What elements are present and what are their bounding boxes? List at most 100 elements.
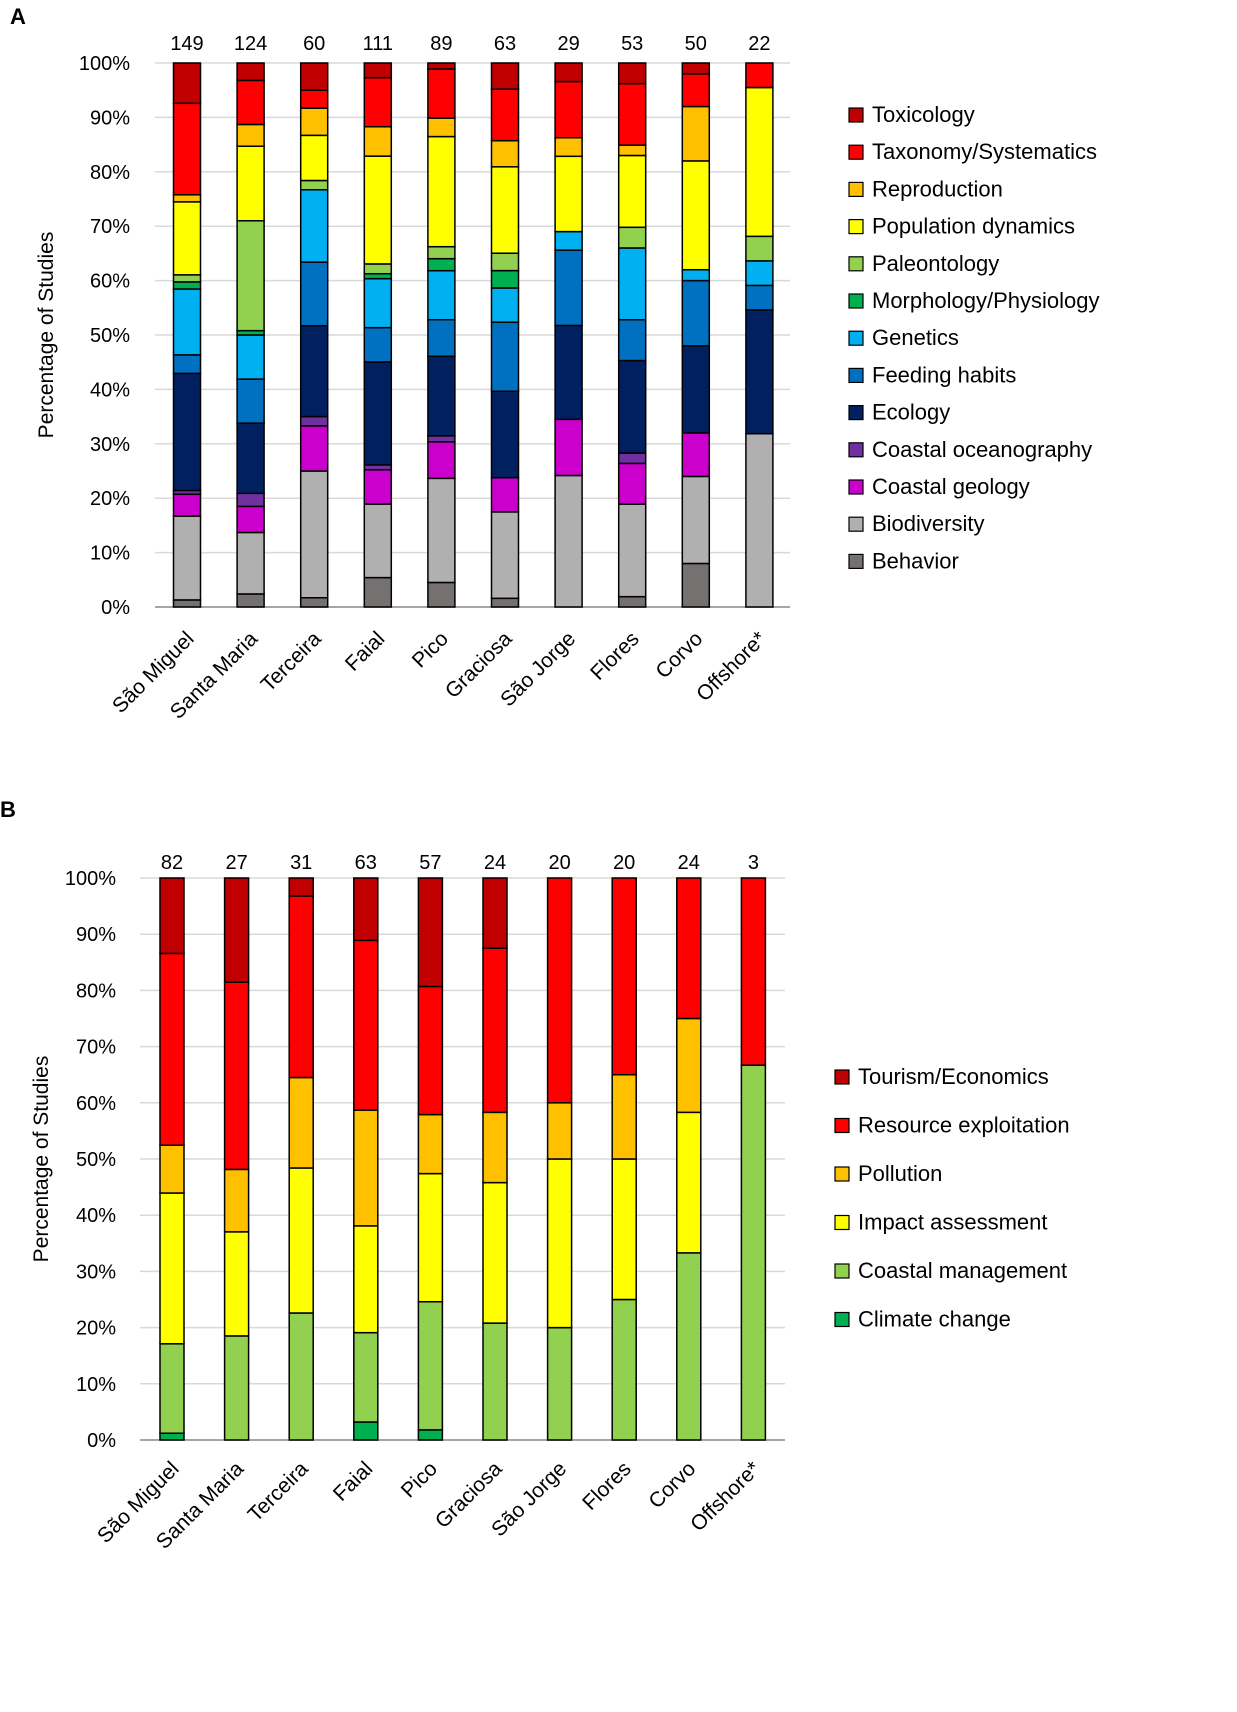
legend-label: Resource exploitation [858, 1113, 1070, 1138]
bar-segment-toxicology [554, 62, 583, 83]
bar-segment-reproduction [554, 137, 583, 158]
y-tick-label: 90% [90, 107, 130, 129]
bar-segment-ecology [236, 422, 265, 495]
bar-segment-behavior [427, 581, 456, 608]
bar-segment-population-dynamics [299, 134, 329, 182]
bar-total-label: 63 [494, 33, 516, 55]
chart-a: 0% 10% 20% 30% 40% 50% 60% 70% 80% 90% 100% Percent… [35, 33, 1099, 724]
bar-segment-climate-change [353, 1421, 379, 1441]
y-tick-label: 80% [76, 980, 116, 1002]
y-tick-label: 0% [101, 597, 130, 619]
bar-segment-pollution [159, 1144, 185, 1194]
bar-segment-biodiversity [363, 503, 393, 579]
bar-segment-morphology-physiology [427, 257, 456, 272]
bar-segment-resource-exploitation [417, 985, 444, 1116]
legend-swatch [834, 1117, 850, 1134]
bar-segment-resource-exploitation [611, 877, 637, 1076]
legend-swatch [848, 405, 864, 421]
bar-segment-impact-assessment [611, 1158, 637, 1301]
bar-segment-biodiversity [745, 432, 774, 608]
bar-segment-tourism-economics [417, 877, 444, 988]
bar-segment-feeding-habits [299, 261, 329, 327]
bar-segment-pollution [223, 1168, 250, 1233]
bar-segment-population-dynamics [172, 201, 202, 276]
bar-segment-climate-change [159, 1432, 185, 1441]
bar-segment-coastal-geology [427, 441, 456, 480]
bar-segment-resource-exploitation [740, 877, 767, 1066]
bar-segment-genetics [681, 268, 711, 282]
bar-segment-feeding-habits [427, 318, 456, 358]
bar-segment-coastal-management [676, 1252, 702, 1441]
bar-segment-morphology-physiology [490, 269, 520, 289]
y-tick-label: 100% [79, 53, 130, 75]
bar-total-label: 31 [290, 852, 312, 874]
bar-segment-coastal-oceanography [617, 452, 647, 465]
legend-label: Feeding habits [872, 362, 1016, 387]
bar-total-label: 82 [161, 852, 183, 874]
bar-segment-reproduction [172, 194, 202, 203]
bar-segment-ecology [427, 355, 456, 437]
legend-swatch [834, 1311, 850, 1328]
bar-total-label: 50 [685, 33, 707, 55]
bar-total-label: 24 [678, 852, 700, 874]
legend-label: Paleontology [872, 251, 999, 276]
legend-label: Biodiversity [872, 511, 984, 536]
bar-segment-coastal-geology [299, 425, 329, 472]
bar-segment-coastal-management [482, 1322, 508, 1441]
bar-segment-taxonomy-systematics [299, 89, 329, 109]
bar-total-label: 27 [225, 852, 247, 874]
bar-segment-pollution [482, 1111, 508, 1184]
bar-segment-impact-assessment [676, 1111, 702, 1254]
bar-segment-biodiversity [427, 477, 456, 584]
bar-segment-pollution [676, 1017, 702, 1114]
bar-segment-taxonomy-systematics [427, 68, 456, 119]
x-tick-label: Pico [408, 627, 453, 672]
bar-segment-ecology [745, 309, 774, 435]
y-tick-label: 0% [87, 1430, 116, 1452]
bar-segment-coastal-geology [681, 432, 711, 478]
bar-total-label: 20 [548, 852, 570, 874]
bar-segment-biodiversity [554, 474, 583, 608]
y-axis-label: Percentage of Studies [35, 232, 58, 439]
bar-segment-coastal-geology [172, 493, 202, 517]
bar-segment-coastal-geology [617, 462, 647, 505]
y-tick-label: 10% [76, 1374, 116, 1396]
legend-swatch [848, 479, 864, 495]
bar-segment-feeding-habits [363, 326, 393, 363]
bar-total-label: 124 [234, 33, 267, 55]
bar-segment-pollution [611, 1073, 637, 1160]
bar-segment-ecology [681, 345, 711, 434]
legend-label: Impact assessment [858, 1210, 1048, 1235]
x-tick-label: Offshore* [692, 627, 771, 706]
bar-segment-coastal-management [288, 1312, 314, 1441]
bar-segment-coastal-geology [363, 469, 393, 505]
legend-swatch [848, 181, 864, 197]
bar-segment-toxicology [427, 62, 456, 70]
bar-segment-feeding-habits [236, 378, 265, 424]
legend-label: Tourism/Economics [858, 1064, 1049, 1089]
bar-segment-ecology [554, 324, 583, 421]
x-tick-label: Pico [397, 1457, 442, 1502]
bar-segment-resource-exploitation [288, 895, 314, 1079]
y-tick-label: 70% [76, 1037, 116, 1059]
bar-segment-paleontology [427, 245, 456, 260]
bar-segment-ecology [172, 372, 202, 492]
legend-swatch [848, 219, 864, 235]
bar-segment-coastal-management [611, 1298, 637, 1441]
legend-swatch [834, 1263, 850, 1279]
bar-segment-population-dynamics [427, 135, 456, 248]
bar-segment-pollution [546, 1102, 573, 1160]
x-tick-label: Terceira [257, 627, 326, 696]
bar-segment-population-dynamics [617, 154, 647, 229]
bar-segment-tourism-economics [288, 877, 314, 897]
bar-segment-paleontology [745, 235, 774, 262]
bar-segment-taxonomy-systematics [490, 88, 520, 142]
legend-swatch [848, 256, 864, 272]
bar-segment-pollution [353, 1109, 379, 1227]
y-tick-label: 50% [76, 1149, 116, 1171]
bar-segment-biodiversity [236, 531, 265, 595]
legend-swatch [834, 1166, 850, 1182]
legend-swatch [848, 367, 864, 383]
bar-segment-impact-assessment [353, 1225, 379, 1334]
bar-segment-resource-exploitation [223, 981, 250, 1171]
